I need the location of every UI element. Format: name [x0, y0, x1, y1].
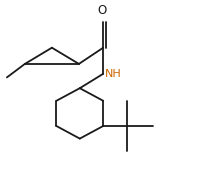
Text: O: O: [96, 4, 106, 17]
Text: NH: NH: [105, 69, 122, 79]
